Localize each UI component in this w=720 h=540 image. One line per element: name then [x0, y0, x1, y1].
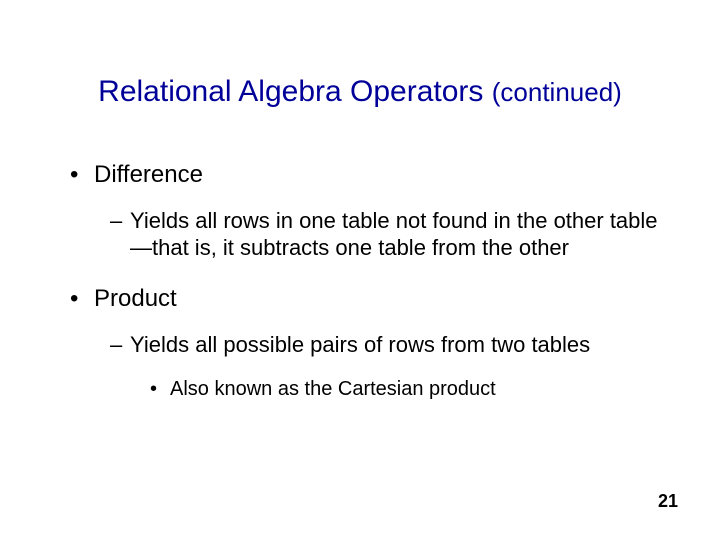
- title-continued: (continued): [492, 77, 622, 107]
- slide-body: Difference Yields all rows in one table …: [70, 145, 660, 401]
- slide-container: Relational Algebra Operators (continued)…: [0, 0, 720, 540]
- page-number: 21: [658, 491, 678, 512]
- bullet-difference: Difference: [70, 161, 660, 190]
- title-main: Relational Algebra Operators: [98, 75, 492, 108]
- slide-title: Relational Algebra Operators (continued): [0, 75, 720, 109]
- subbullet-product-desc: Yields all possible pairs of rows from t…: [110, 332, 660, 359]
- subbullet-difference-desc: Yields all rows in one table not found i…: [110, 208, 660, 262]
- bullet-product: Product: [70, 285, 660, 314]
- subsubbullet-cartesian: Also known as the Cartesian product: [150, 377, 660, 401]
